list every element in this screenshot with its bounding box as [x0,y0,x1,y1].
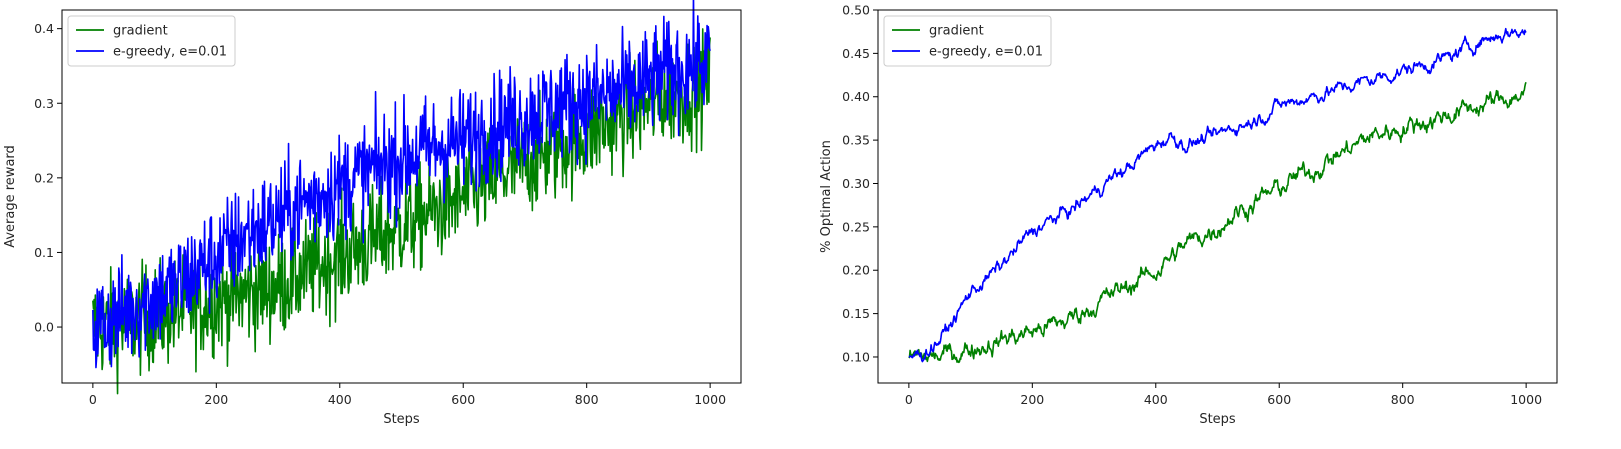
x-tick-label: 200 [204,392,228,407]
x-tick-label: 400 [1144,392,1168,407]
x-tick-label: 1000 [1510,392,1542,407]
y-tick-label: 0.15 [842,306,870,321]
y-tick-label: 0.40 [842,89,870,104]
axes-frame [877,9,1558,384]
legend-box [67,15,236,67]
y-axis-label: Average reward [3,145,18,248]
y-tick-label: 0.35 [842,133,870,148]
y-tick-label: 0.25 [842,219,870,234]
legend-label: e-greedy, e=0.01 [113,45,227,60]
y-tick-label: 0.20 [842,263,870,278]
y-tick-label: 0.45 [842,46,870,61]
x-axis-label: Steps [1199,412,1236,427]
x-axis-label: Steps [383,412,420,427]
y-tick-label: 0.30 [842,176,870,191]
y-tick-label: 0.1 [34,245,54,260]
x-tick-label: 800 [1391,392,1415,407]
series-line-e-greedy [908,27,1527,363]
legend-label: e-greedy, e=0.01 [929,45,1043,60]
x-tick-label: 0 [89,392,97,407]
y-axis-label: % Optimal Action [819,140,834,253]
x-tick-label: 600 [1267,392,1291,407]
legend: gradient e-greedy, e=0.01 [67,15,236,67]
x-tick-label: 1000 [694,392,726,407]
axes-frame [61,9,742,384]
x-tick-label: 800 [575,392,599,407]
series-line-e-greedy [92,0,711,369]
y-tick-label: 0.3 [34,96,54,111]
x-tick-label: 400 [328,392,352,407]
legend-label: gradient [929,24,984,39]
chart-panel-2: 0 200 400 600 800 1000 0.10 0.15 0.20 0.25 0.30 0.3… [819,3,1558,427]
y-tick-label: 0.10 [842,349,870,364]
y-tick-label: 0.0 [34,320,54,335]
x-tick-label: 0 [905,392,913,407]
legend-label: gradient [113,24,168,39]
legend-box [883,15,1052,67]
y-tick-label: 0.4 [34,21,54,36]
series-line-gradient [92,28,711,395]
y-tick-label: 0.2 [34,170,54,185]
x-tick-label: 600 [451,392,475,407]
chart-panel-1: 0 200 400 600 800 1000 0.0 0.1 0.2 0.3 0.4 Steps Ave… [3,0,742,427]
series-line-gradient [908,81,1527,364]
x-tick-label: 200 [1020,392,1044,407]
y-tick-label: 0.50 [842,3,870,18]
legend: gradient e-greedy, e=0.01 [883,15,1052,67]
